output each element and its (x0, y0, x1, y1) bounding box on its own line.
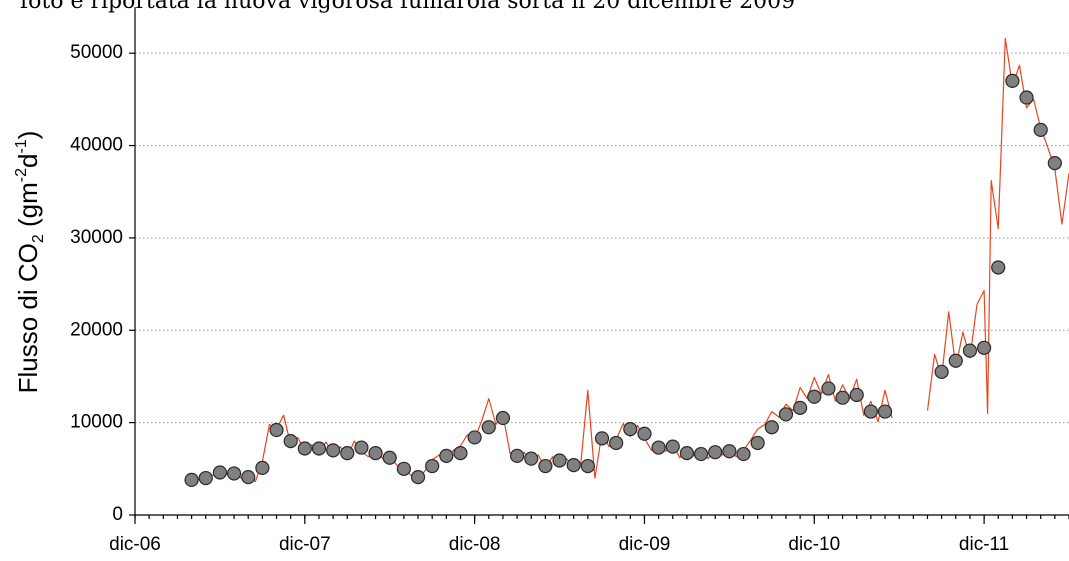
monthly-marker (764, 420, 779, 435)
monthly-marker (991, 260, 1006, 275)
x-tick-label: dic-09 (619, 534, 671, 555)
x-tick-label: dic-10 (788, 534, 840, 555)
y-label-part: (gm (13, 182, 43, 234)
monthly-marker (849, 387, 864, 403)
monthly-marker (226, 466, 242, 481)
monthly-marker (354, 440, 369, 455)
monthly-marker (778, 407, 794, 422)
monthly-marker (552, 453, 567, 468)
monthly-marker (326, 443, 341, 458)
monthly-marker (976, 340, 992, 355)
monthly-marker (495, 410, 511, 426)
monthly-marker (538, 458, 553, 474)
monthly-marker (439, 448, 454, 463)
monthly-marker (750, 435, 765, 451)
monthly-marker (255, 460, 270, 475)
monthly-marker (453, 446, 468, 461)
monthly-marker (793, 400, 808, 415)
monthly-marker (877, 404, 893, 419)
monthly-marker (708, 445, 723, 460)
y-label-part: d (13, 154, 43, 168)
monthly-marker (821, 381, 836, 396)
monthly-marker (368, 446, 383, 461)
monthly-marker (425, 458, 440, 474)
flux-line (184, 37, 1069, 483)
monthly-marker (665, 439, 680, 454)
monthly-marker (934, 364, 949, 379)
monthly-marker (1005, 73, 1020, 88)
monthly-marker (962, 343, 978, 358)
monthly-marker (637, 426, 652, 441)
monthly-marker (212, 465, 228, 480)
x-tick-label: dic-07 (279, 534, 331, 555)
monthly-marker (269, 422, 284, 438)
monthly-marker (1047, 155, 1062, 171)
monthly-marker (807, 389, 822, 404)
x-tick-label: dic-11 (959, 534, 1009, 555)
y-label-part: Flusso di CO (13, 243, 43, 393)
y-tick-label: 0 (112, 504, 123, 525)
y-label-part: -1 (13, 139, 30, 153)
y-tick-label: 10000 (70, 412, 123, 433)
monthly-marker (184, 472, 199, 488)
monthly-marker (693, 446, 709, 462)
y-label-part: 2 (30, 234, 47, 243)
monthly-marker (835, 390, 850, 405)
monthly-marker (736, 446, 751, 462)
monthly-marker (311, 441, 327, 456)
monthly-marker (467, 430, 482, 445)
monthly-marker (679, 446, 695, 461)
monthly-marker (948, 353, 963, 368)
monthly-marker (382, 450, 397, 465)
y-axis-label: Flusso di CO2 (gm-2d-1) (13, 131, 47, 394)
monthly-marker (594, 431, 610, 446)
y-tick-label: 20000 (70, 319, 123, 340)
y-tick-label: 50000 (70, 42, 123, 63)
monthly-marker (863, 404, 878, 419)
y-tick-label: 40000 (70, 135, 123, 156)
monthly-marker (198, 470, 213, 486)
monthly-marker (410, 470, 426, 485)
monthly-marker (524, 451, 539, 466)
y-tick-label: 30000 (70, 227, 123, 248)
monthly-marker (340, 446, 355, 461)
chart-title: foto è riportata la nuova vigorosa fumar… (20, 0, 795, 14)
y-label-part: ) (13, 131, 43, 140)
monthly-marker (396, 461, 411, 476)
monthly-marker (297, 441, 312, 456)
monthly-marker (1033, 122, 1048, 137)
monthly-marker (609, 435, 624, 451)
monthly-marker (241, 470, 256, 485)
monthly-marker (580, 458, 595, 474)
monthly-marker (722, 444, 737, 459)
monthly-marker (509, 448, 525, 463)
monthly-marker (481, 420, 496, 435)
x-tick-label: dic-08 (449, 534, 501, 555)
monthly-marker (566, 458, 581, 473)
monthly-marker (283, 434, 298, 449)
x-tick-label: dic-06 (109, 534, 161, 555)
y-label-part: -2 (13, 168, 30, 182)
monthly-marker (651, 440, 666, 455)
monthly-marker (623, 422, 638, 437)
monthly-marker (1019, 90, 1034, 105)
